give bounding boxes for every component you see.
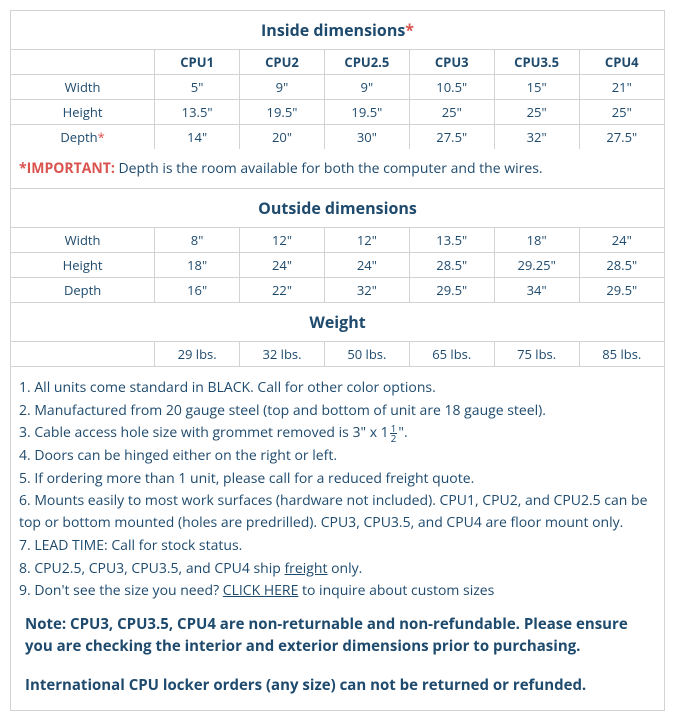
note9-post: to inquire about custom sizes xyxy=(298,581,494,600)
cell: 24" xyxy=(240,253,325,278)
important-text: Depth is the room available for both the… xyxy=(115,159,543,178)
cell: 25" xyxy=(494,100,579,125)
click-here-link[interactable]: CLICK HERE xyxy=(223,581,299,600)
important-note: *IMPORTANT: Depth is the room available … xyxy=(11,149,664,189)
cell: 18" xyxy=(155,253,240,278)
note3-pre: 3. Cable access hole size with grommet r… xyxy=(19,423,389,442)
cell: 19.5" xyxy=(324,100,409,125)
row-label: Depth xyxy=(11,278,155,303)
row-label: Width xyxy=(11,75,155,100)
note-item: 9. Don't see the size you need? CLICK HE… xyxy=(19,580,656,602)
cell: 29.25" xyxy=(494,253,579,278)
note8-post: only. xyxy=(327,559,362,578)
inside-title-star: * xyxy=(405,19,414,41)
cell: 50 lbs. xyxy=(324,342,409,366)
col-header: CPU2 xyxy=(240,50,325,75)
note-item: 7. LEAD TIME: Call for stock status. xyxy=(19,535,656,557)
table-row: Height 13.5" 19.5" 19.5" 25" 25" 25" xyxy=(11,100,664,125)
row-label: Height xyxy=(11,100,155,125)
note-item: 6. Mounts easily to most work surfaces (… xyxy=(19,490,656,533)
note-item: 2. Manufactured from 20 gauge steel (top… xyxy=(19,400,656,422)
note-item: 4. Doors can be hinged either on the rig… xyxy=(19,445,656,467)
cell: 24" xyxy=(579,228,664,253)
cell: 29.5" xyxy=(409,278,494,303)
cell: 21" xyxy=(579,75,664,100)
cell: 85 lbs. xyxy=(579,342,664,366)
cell: 27.5" xyxy=(579,125,664,150)
note3-post: ". xyxy=(398,423,407,442)
table-header-row: CPU1 CPU2 CPU2.5 CPU3 CPU3.5 CPU4 xyxy=(11,50,664,75)
col-header: CPU2.5 xyxy=(324,50,409,75)
outside-dimensions-title: Outside dimensions xyxy=(11,189,664,228)
depth-star: * xyxy=(98,128,105,146)
cell: 32 lbs. xyxy=(240,342,325,366)
cell: 13.5" xyxy=(155,100,240,125)
inside-dimensions-table: CPU1 CPU2 CPU2.5 CPU3 CPU3.5 CPU4 Width … xyxy=(11,50,664,149)
row-label: Height xyxy=(11,253,155,278)
cell: 12" xyxy=(240,228,325,253)
cell: 9" xyxy=(240,75,325,100)
weight-table: 29 lbs. 32 lbs. 50 lbs. 65 lbs. 75 lbs. … xyxy=(11,342,664,366)
cell: 30" xyxy=(324,125,409,150)
col-header: CPU3 xyxy=(409,50,494,75)
cell: 15" xyxy=(494,75,579,100)
cell: 32" xyxy=(494,125,579,150)
table-row: 29 lbs. 32 lbs. 50 lbs. 65 lbs. 75 lbs. … xyxy=(11,342,664,366)
row-label xyxy=(11,342,155,366)
note8-pre: 8. CPU2.5, CPU3, CPU3.5, and CPU4 ship xyxy=(19,559,284,578)
international-note: International CPU locker orders (any siz… xyxy=(11,664,664,711)
col-header: CPU1 xyxy=(155,50,240,75)
cell: 25" xyxy=(409,100,494,125)
col-header: CPU4 xyxy=(579,50,664,75)
table-row: Depth* 14" 20" 30" 27.5" 32" 27.5" xyxy=(11,125,664,150)
cell: 65 lbs. xyxy=(409,342,494,366)
cell: 18" xyxy=(494,228,579,253)
cell: 8" xyxy=(155,228,240,253)
fraction-half: 12 xyxy=(390,424,398,443)
table-row: Width 8" 12" 12" 13.5" 18" 24" xyxy=(11,228,664,253)
table-row: Height 18" 24" 24" 28.5" 29.25" 28.5" xyxy=(11,253,664,278)
note-item: 5. If ordering more than 1 unit, please … xyxy=(19,468,656,490)
table-row: Width 5" 9" 9" 10.5" 15" 21" xyxy=(11,75,664,100)
cell: 19.5" xyxy=(240,100,325,125)
table-row: Depth 16" 22" 32" 29.5" 34" 29.5" xyxy=(11,278,664,303)
cell: 24" xyxy=(324,253,409,278)
note-item: 1. All units come standard in BLACK. Cal… xyxy=(19,377,656,399)
important-label: *IMPORTANT: xyxy=(19,159,115,178)
cell: 20" xyxy=(240,125,325,150)
cell: 12" xyxy=(324,228,409,253)
cell: 10.5" xyxy=(409,75,494,100)
note9-pre: 9. Don't see the size you need? xyxy=(19,581,223,600)
cell: 29 lbs. xyxy=(155,342,240,366)
note-item: 3. Cable access hole size with grommet r… xyxy=(19,422,656,444)
spec-container: Inside dimensions* CPU1 CPU2 CPU2.5 CPU3… xyxy=(10,10,665,711)
notes-list: 1. All units come standard in BLACK. Cal… xyxy=(11,366,664,607)
depth-label: Depth xyxy=(60,128,97,146)
row-label: Width xyxy=(11,228,155,253)
cell: 32" xyxy=(324,278,409,303)
cell: 34" xyxy=(494,278,579,303)
freight-link[interactable]: freight xyxy=(284,559,327,578)
cell: 28.5" xyxy=(409,253,494,278)
cell: 29.5" xyxy=(579,278,664,303)
cell: 14" xyxy=(155,125,240,150)
cell: 75 lbs. xyxy=(494,342,579,366)
outside-dimensions-table: Width 8" 12" 12" 13.5" 18" 24" Height 18… xyxy=(11,228,664,302)
blank-header xyxy=(11,50,155,75)
cell: 27.5" xyxy=(409,125,494,150)
cell: 28.5" xyxy=(579,253,664,278)
cell: 16" xyxy=(155,278,240,303)
cell: 25" xyxy=(579,100,664,125)
row-label: Depth* xyxy=(11,125,155,150)
inside-title-text: Inside dimensions xyxy=(261,19,405,41)
weight-title: Weight xyxy=(11,302,664,342)
note-item: 8. CPU2.5, CPU3, CPU3.5, and CPU4 ship f… xyxy=(19,558,656,580)
cell: 13.5" xyxy=(409,228,494,253)
cell: 5" xyxy=(155,75,240,100)
col-header: CPU3.5 xyxy=(494,50,579,75)
cell: 22" xyxy=(240,278,325,303)
inside-dimensions-title: Inside dimensions* xyxy=(11,11,664,50)
return-policy-note: Note: CPU3, CPU3.5, CPU4 are non-returna… xyxy=(11,607,664,664)
cell: 9" xyxy=(324,75,409,100)
